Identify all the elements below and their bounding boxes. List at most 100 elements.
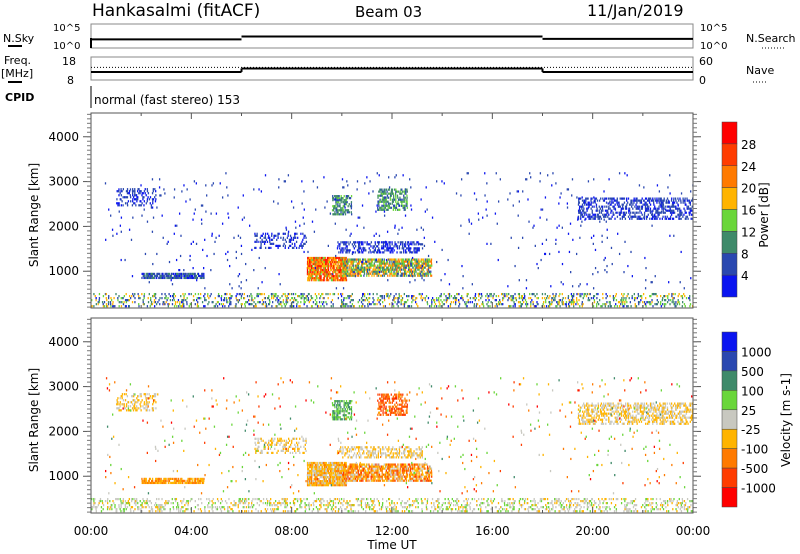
echo-cell bbox=[634, 215, 636, 218]
echo-cell bbox=[321, 264, 323, 268]
echo-cell bbox=[114, 305, 116, 308]
echo-cell bbox=[422, 228, 425, 231]
echo-cell bbox=[674, 305, 676, 308]
echo-cell bbox=[389, 270, 391, 273]
echo-cell bbox=[386, 266, 389, 269]
echo-cell bbox=[644, 303, 647, 306]
echo-cell bbox=[118, 407, 120, 410]
echo-cell bbox=[349, 266, 351, 269]
echo-cell bbox=[358, 305, 361, 308]
echo-cell bbox=[670, 209, 673, 212]
echo-cell bbox=[315, 260, 317, 264]
echo-cell bbox=[407, 299, 409, 302]
echo-cell bbox=[624, 205, 627, 208]
echo-cell bbox=[171, 295, 174, 298]
echo-cell bbox=[350, 195, 353, 198]
echo-cell bbox=[453, 297, 456, 300]
echo-cell bbox=[372, 272, 374, 275]
echo-cell bbox=[594, 199, 596, 202]
echo-cell bbox=[143, 208, 145, 211]
echo-cell bbox=[266, 297, 269, 300]
echo-cell bbox=[675, 305, 677, 308]
echo-cell bbox=[389, 260, 391, 263]
echo-cell bbox=[173, 276, 175, 280]
echo-cell bbox=[631, 199, 633, 202]
echo-cell bbox=[132, 198, 134, 201]
echo-cell bbox=[132, 216, 134, 219]
echo-cell bbox=[603, 213, 606, 216]
echo-cell bbox=[206, 194, 208, 197]
echo-cell bbox=[577, 303, 579, 306]
echo-cell bbox=[287, 437, 290, 440]
echo-cell bbox=[582, 303, 584, 306]
echo-cell bbox=[341, 264, 343, 268]
echo-cell bbox=[387, 268, 390, 271]
echo-cell bbox=[689, 303, 692, 306]
echo-cell bbox=[356, 262, 359, 265]
echo-cell bbox=[279, 437, 281, 440]
echo-cell bbox=[309, 478, 312, 481]
echo-cell bbox=[275, 292, 277, 296]
echo-cell bbox=[150, 276, 152, 280]
echo-cell bbox=[644, 205, 647, 208]
echo-cell bbox=[240, 297, 242, 300]
echo-cell bbox=[317, 305, 320, 308]
echo-cell bbox=[613, 205, 615, 208]
echo-cell bbox=[307, 275, 310, 278]
echo-cell bbox=[668, 281, 670, 284]
echo-cell bbox=[291, 297, 294, 300]
echo-cell bbox=[324, 478, 327, 481]
echo-cell bbox=[293, 246, 295, 250]
echo-cell bbox=[147, 192, 150, 195]
echo-cell bbox=[316, 463, 318, 467]
echo-cell bbox=[487, 295, 489, 298]
echo-cell bbox=[591, 197, 593, 200]
echo-cell bbox=[193, 276, 195, 280]
echo-cell bbox=[127, 299, 129, 302]
echo-cell bbox=[391, 272, 393, 275]
echo-cell bbox=[311, 269, 313, 272]
echo-cell bbox=[396, 194, 399, 197]
echo-cell bbox=[337, 213, 339, 216]
echo-cell bbox=[305, 441, 307, 444]
echo-cell bbox=[424, 262, 427, 265]
echo-cell bbox=[406, 295, 408, 298]
echo-cell bbox=[266, 240, 269, 243]
echo-cell bbox=[609, 207, 611, 210]
echo-cell bbox=[461, 264, 463, 268]
echo-cell bbox=[148, 393, 150, 396]
echo-cell bbox=[625, 207, 628, 210]
echo-cell bbox=[285, 240, 287, 243]
echo-cell bbox=[495, 303, 498, 306]
echo-cell bbox=[627, 292, 629, 296]
echo-cell bbox=[310, 480, 313, 483]
echo-cell bbox=[426, 262, 428, 265]
echo-cell bbox=[580, 217, 582, 220]
echo-cell bbox=[322, 279, 325, 282]
echo-cell bbox=[204, 238, 206, 241]
echo-cell bbox=[276, 443, 278, 446]
echo-cell bbox=[633, 201, 635, 204]
echo-cell bbox=[441, 248, 443, 252]
echo-cell bbox=[443, 299, 445, 302]
echo-cell bbox=[466, 292, 468, 296]
echo-cell bbox=[545, 305, 548, 308]
echo-cell bbox=[296, 303, 298, 306]
echo-cell bbox=[332, 279, 335, 282]
echo-cell bbox=[158, 276, 160, 280]
echo-cell bbox=[350, 266, 352, 269]
echo-cell bbox=[473, 303, 476, 306]
echo-cell bbox=[151, 397, 153, 400]
echo-cell bbox=[578, 199, 580, 202]
echo-cell bbox=[168, 292, 170, 296]
echo-cell bbox=[585, 197, 587, 200]
echo-cell bbox=[335, 277, 337, 280]
echo-cell bbox=[614, 208, 617, 211]
echo-cell bbox=[359, 272, 362, 275]
echo-cell bbox=[181, 477, 183, 481]
echo-cell bbox=[340, 199, 342, 202]
echo-cell bbox=[394, 194, 397, 197]
echo-cell bbox=[654, 207, 656, 210]
echo-cell bbox=[638, 184, 641, 187]
echo-cell bbox=[173, 305, 176, 308]
